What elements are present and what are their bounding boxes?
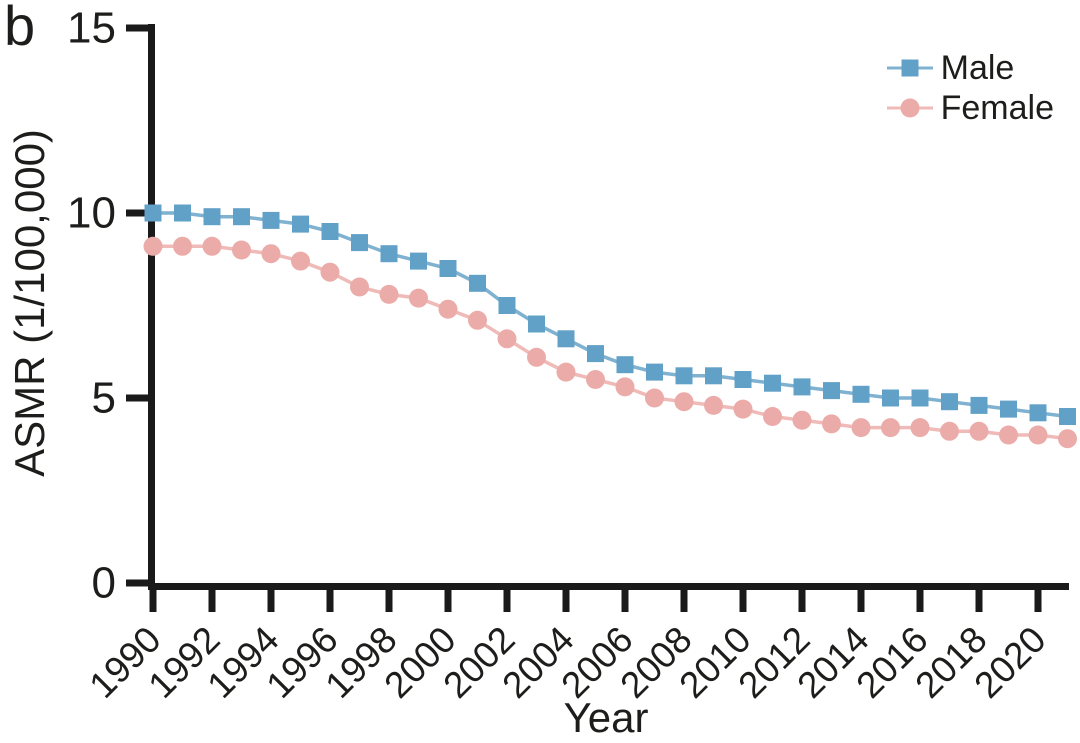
female-data-point: [910, 418, 930, 438]
male-data-point: [1059, 408, 1076, 425]
female-data-point: [881, 418, 900, 438]
female-data-point: [291, 251, 310, 271]
female-data-point: [969, 421, 989, 441]
female-data-point: [173, 236, 192, 256]
female-data-point: [645, 388, 664, 408]
male-data-point: [646, 363, 663, 381]
female-data-point: [822, 414, 841, 434]
male-data-point: [557, 330, 575, 348]
male-data-point: [292, 215, 309, 233]
y-tick-label: 5: [92, 374, 116, 423]
female-data-point: [586, 370, 605, 389]
male-square-swatch: [901, 59, 919, 77]
female-data-point: [1058, 429, 1077, 449]
male-data-point: [734, 371, 752, 388]
female-data-point: [940, 421, 959, 441]
male-data-point: [823, 382, 840, 400]
female-data-point: [320, 262, 340, 282]
x-axis-ticks: 1990199219941996199820002002200420062008…: [81, 583, 1054, 706]
male-line: [153, 211, 1068, 419]
series-male: [144, 204, 1076, 425]
male-data-point: [233, 208, 250, 226]
female-data-point: [232, 240, 251, 260]
female-data-point: [143, 236, 163, 256]
male-square-marker-icon: [886, 57, 933, 79]
x-axis-title: Year: [563, 694, 649, 741]
female-data-point: [497, 329, 517, 349]
female-data-point: [615, 377, 635, 397]
male-data-point: [351, 234, 368, 252]
female-data-point: [350, 277, 369, 297]
male-data-point: [941, 393, 958, 411]
legend-label-female: Female: [940, 89, 1054, 127]
y-axis-ticks: 0 5 10 15: [67, 4, 149, 608]
male-data-point: [1000, 400, 1017, 418]
female-data-point: [438, 299, 458, 319]
male-data-point: [528, 315, 545, 333]
y-tick-label: 15: [67, 4, 116, 53]
male-data-point: [439, 260, 457, 277]
legend: Male Female: [886, 49, 1054, 127]
male-data-point: [852, 385, 870, 403]
male-data-point: [410, 252, 427, 270]
axes: [148, 24, 1069, 590]
female-line: [153, 244, 1068, 441]
legend-item-male: Male: [886, 49, 1054, 87]
female-data-point: [1028, 425, 1048, 445]
male-data-point: [321, 223, 339, 240]
female-data-point: [851, 418, 871, 438]
legend-label-male: Male: [940, 49, 1015, 87]
male-data-point: [203, 208, 221, 226]
y-tick-label: 10: [67, 189, 116, 238]
male-data-point: [587, 345, 604, 363]
female-data-point: [468, 310, 487, 330]
male-data-point: [882, 389, 899, 407]
female-data-point: [556, 362, 576, 382]
legend-item-female: Female: [886, 89, 1054, 127]
female-circle-marker-icon: [886, 97, 933, 119]
female-data-point: [763, 407, 782, 426]
female-data-point: [674, 392, 694, 412]
male-data-point: [705, 367, 722, 385]
female-data-point: [733, 399, 753, 419]
male-data-point: [469, 274, 486, 292]
male-data-point: [970, 396, 988, 414]
female-data-point: [202, 236, 222, 256]
female-data-point: [379, 284, 399, 304]
panel-label: b: [4, 0, 36, 57]
male-data-point: [262, 211, 280, 229]
female-data-point: [792, 410, 812, 430]
male-data-point: [174, 204, 191, 222]
series-female: [143, 236, 1077, 449]
male-data-point: [911, 389, 929, 407]
male-data-point: [675, 367, 693, 385]
female-data-point: [261, 244, 281, 264]
female-circle-swatch: [900, 98, 920, 118]
male-data-point: [793, 378, 811, 396]
male-data-point: [498, 297, 516, 314]
y-axis-title: ASMR (1/100,000): [6, 129, 53, 477]
male-data-point: [764, 374, 781, 392]
male-data-point: [616, 356, 634, 374]
y-tick-label: 0: [92, 559, 116, 608]
female-data-point: [409, 288, 428, 308]
female-data-point: [704, 395, 723, 415]
male-data-point: [380, 245, 398, 263]
male-data-point: [1029, 404, 1047, 422]
male-data-point: [144, 204, 162, 222]
female-data-point: [999, 425, 1018, 445]
female-data-point: [527, 347, 546, 367]
